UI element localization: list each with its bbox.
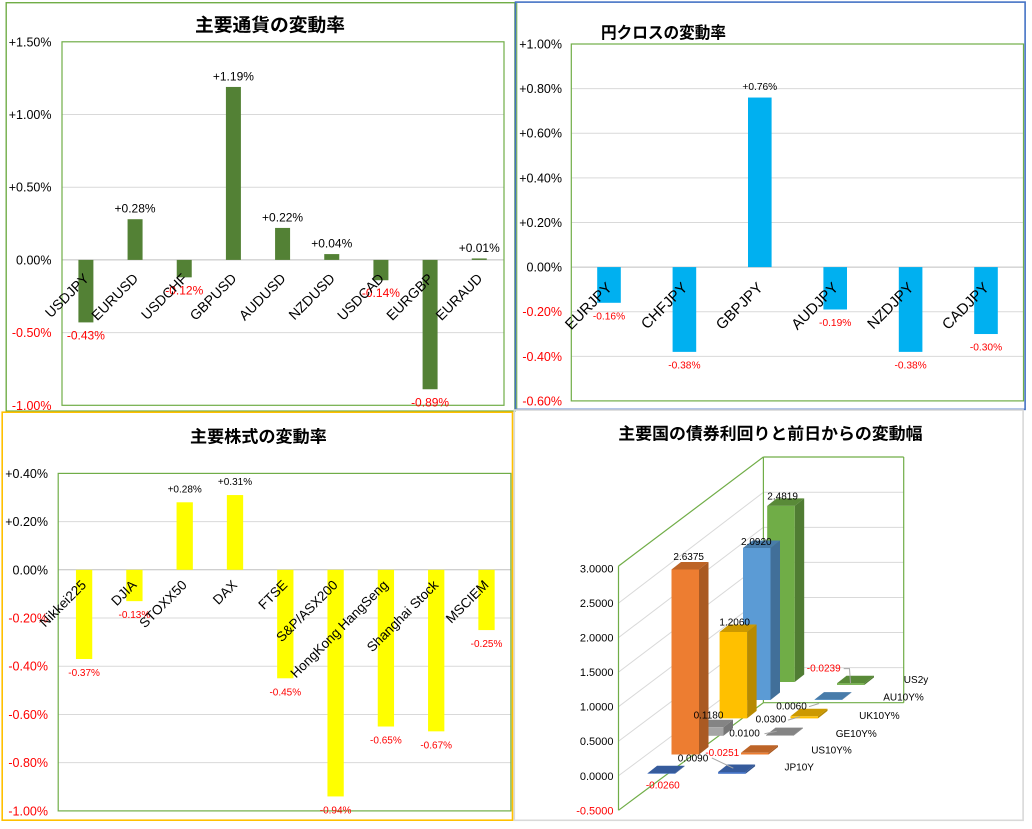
svg-text:-0.50%: -0.50% bbox=[12, 326, 52, 340]
svg-text:-0.12%: -0.12% bbox=[165, 283, 203, 297]
svg-text:2.0000: 2.0000 bbox=[580, 633, 614, 645]
svg-text:-0.14%: -0.14% bbox=[362, 286, 400, 300]
svg-text:US10Y%: US10Y% bbox=[811, 746, 852, 757]
svg-text:-0.40%: -0.40% bbox=[522, 350, 562, 364]
svg-text:+0.60%: +0.60% bbox=[519, 127, 562, 141]
svg-text:+1.00%: +1.00% bbox=[519, 38, 562, 52]
svg-text:-1.00%: -1.00% bbox=[12, 399, 52, 413]
svg-text:+0.31%: +0.31% bbox=[218, 477, 252, 488]
svg-text:+0.20%: +0.20% bbox=[5, 515, 48, 529]
svg-text:-0.20%: -0.20% bbox=[522, 305, 562, 319]
svg-text:+0.80%: +0.80% bbox=[519, 82, 562, 96]
svg-text:-0.38%: -0.38% bbox=[668, 360, 700, 371]
svg-text:-0.0239: -0.0239 bbox=[807, 664, 841, 675]
svg-text:EURUSD: EURUSD bbox=[88, 270, 141, 323]
svg-text:2.0920: 2.0920 bbox=[741, 537, 772, 548]
svg-text:+0.76%: +0.76% bbox=[742, 82, 777, 93]
svg-text:+0.22%: +0.22% bbox=[262, 210, 303, 224]
svg-text:1.0000: 1.0000 bbox=[580, 702, 614, 714]
svg-text:-0.0260: -0.0260 bbox=[646, 781, 680, 792]
svg-text:-0.19%: -0.19% bbox=[819, 318, 851, 329]
svg-text:+0.28%: +0.28% bbox=[168, 484, 202, 495]
svg-text:-0.13%: -0.13% bbox=[119, 610, 151, 621]
svg-text:-0.60%: -0.60% bbox=[8, 708, 48, 722]
svg-text:AU10Y%: AU10Y% bbox=[883, 693, 924, 704]
svg-text:-0.20%: -0.20% bbox=[8, 612, 48, 626]
svg-text:+1.00%: +1.00% bbox=[9, 108, 52, 122]
svg-text:-0.67%: -0.67% bbox=[420, 740, 452, 751]
svg-text:1.2060: 1.2060 bbox=[719, 618, 750, 629]
svg-text:-0.38%: -0.38% bbox=[894, 360, 926, 371]
svg-text:+0.40%: +0.40% bbox=[5, 467, 48, 481]
svg-text:0.00%: 0.00% bbox=[16, 253, 51, 267]
svg-text:0.0100: 0.0100 bbox=[729, 729, 760, 740]
svg-text:GBPJPY: GBPJPY bbox=[713, 279, 767, 333]
svg-text:US2y: US2y bbox=[904, 675, 928, 686]
svg-text:+0.01%: +0.01% bbox=[459, 241, 500, 255]
svg-text:-0.0251: -0.0251 bbox=[705, 748, 739, 759]
svg-text:+0.20%: +0.20% bbox=[519, 216, 562, 230]
svg-text:DAX: DAX bbox=[210, 577, 240, 607]
svg-text:3.0000: 3.0000 bbox=[580, 564, 614, 576]
svg-text:1.5000: 1.5000 bbox=[580, 667, 614, 679]
svg-text:+0.04%: +0.04% bbox=[311, 237, 352, 251]
svg-text:-0.89%: -0.89% bbox=[411, 395, 449, 409]
svg-text:-0.65%: -0.65% bbox=[370, 736, 402, 747]
svg-text:2.6375: 2.6375 bbox=[673, 552, 704, 563]
svg-text:0.0000: 0.0000 bbox=[580, 771, 614, 783]
svg-text:-0.30%: -0.30% bbox=[970, 343, 1002, 354]
svg-text:EURAUD: EURAUD bbox=[432, 270, 485, 323]
svg-text:0.0090: 0.0090 bbox=[678, 754, 709, 765]
svg-text:0.0060: 0.0060 bbox=[776, 702, 807, 713]
svg-text:0.0300: 0.0300 bbox=[756, 715, 787, 726]
svg-text:-0.80%: -0.80% bbox=[8, 756, 48, 770]
svg-text:+0.40%: +0.40% bbox=[519, 171, 562, 185]
svg-text:2.4819: 2.4819 bbox=[767, 492, 798, 503]
svg-text:-0.94%: -0.94% bbox=[320, 805, 352, 816]
svg-text:STOXX50: STOXX50 bbox=[136, 577, 189, 630]
svg-text:-0.5000: -0.5000 bbox=[576, 805, 613, 817]
svg-text:GE10Y%: GE10Y% bbox=[836, 729, 877, 740]
svg-text:+0.50%: +0.50% bbox=[9, 181, 52, 195]
svg-text:-0.40%: -0.40% bbox=[8, 660, 48, 674]
svg-text:-0.45%: -0.45% bbox=[269, 687, 301, 698]
svg-text:+0.28%: +0.28% bbox=[115, 202, 156, 216]
svg-text:0.1180: 0.1180 bbox=[694, 710, 724, 721]
svg-text:JP10Y: JP10Y bbox=[785, 763, 815, 774]
svg-text:0.00%: 0.00% bbox=[527, 261, 562, 275]
svg-text:0.00%: 0.00% bbox=[13, 563, 48, 577]
svg-text:-0.43%: -0.43% bbox=[67, 328, 105, 342]
svg-text:-0.60%: -0.60% bbox=[522, 394, 562, 408]
svg-text:2.5000: 2.5000 bbox=[580, 598, 614, 610]
svg-text:+1.50%: +1.50% bbox=[9, 35, 52, 49]
svg-text:AUDUSD: AUDUSD bbox=[236, 270, 289, 323]
svg-text:-1.00%: -1.00% bbox=[8, 804, 48, 818]
svg-text:-0.16%: -0.16% bbox=[593, 311, 625, 322]
svg-text:EURJPY: EURJPY bbox=[562, 279, 616, 333]
svg-text:UK10Y%: UK10Y% bbox=[859, 711, 900, 722]
svg-text:-0.37%: -0.37% bbox=[68, 668, 100, 679]
svg-text:+1.19%: +1.19% bbox=[213, 69, 254, 83]
svg-text:0.5000: 0.5000 bbox=[580, 736, 614, 748]
svg-text:-0.25%: -0.25% bbox=[471, 639, 503, 650]
svg-text:NZDUSD: NZDUSD bbox=[285, 270, 338, 323]
